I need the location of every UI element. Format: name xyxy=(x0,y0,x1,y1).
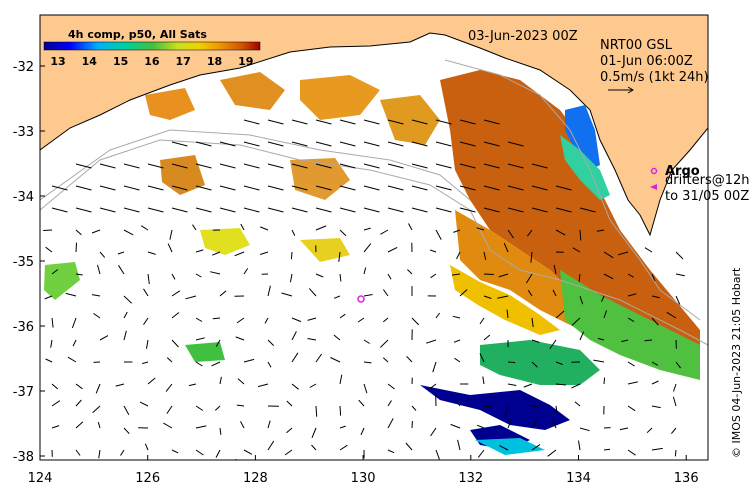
current-vector xyxy=(76,243,77,252)
lat-tick-label: -35 xyxy=(13,255,34,270)
lon-tick-label: 126 xyxy=(135,471,160,486)
lon-tick-label: 128 xyxy=(243,471,268,486)
current-vector xyxy=(675,450,676,456)
lat-tick-label: -38 xyxy=(13,450,34,465)
current-vector xyxy=(213,318,220,319)
current-vector xyxy=(508,362,515,363)
colorbar-tick-label: 17 xyxy=(176,55,191,68)
colorbar-tick-label: 19 xyxy=(238,55,253,68)
lon-tick-label: 136 xyxy=(674,471,699,486)
colorbar-tick-label: 15 xyxy=(113,55,128,68)
current-vector xyxy=(604,378,605,384)
lon-tick-label: 124 xyxy=(28,471,53,486)
colorbar-tick-label: 16 xyxy=(144,55,160,68)
current-scale-label: 0.5m/s (1kt 24h) xyxy=(600,70,709,85)
current-vector xyxy=(43,230,52,231)
lon-tick-label: 132 xyxy=(458,471,483,486)
lat-tick-label: -37 xyxy=(13,385,34,400)
colorbar-tick-label: 18 xyxy=(207,55,222,68)
lon-tick-label: 134 xyxy=(566,471,591,486)
drifters-legend-line1: drifters@12h xyxy=(665,173,750,188)
lat-tick-label: -33 xyxy=(13,125,34,140)
colorbar-tick-label: 13 xyxy=(50,55,65,68)
date-label: 03-Jun-2023 00Z xyxy=(468,29,578,44)
current-vector xyxy=(340,406,341,416)
colorbar-tick-label: 14 xyxy=(82,55,98,68)
current-vector xyxy=(316,406,317,417)
lat-tick-label: -32 xyxy=(13,60,34,75)
current-vector xyxy=(532,406,538,407)
lat-tick-label: -34 xyxy=(13,190,34,205)
drifters-legend-line2: to 31/05 00Z xyxy=(665,189,749,204)
current-vector xyxy=(291,252,292,259)
current-model-label: NRT00 GSL xyxy=(600,38,673,53)
lon-tick-label: 130 xyxy=(351,471,376,486)
lat-tick-label: -36 xyxy=(13,320,34,335)
colorbar-title: 4h comp, p50, All Sats xyxy=(68,28,207,41)
colorbar-gradient xyxy=(44,42,260,50)
current-time-label: 01-Jun 06:00Z xyxy=(600,54,693,69)
current-vector xyxy=(484,274,494,275)
credit-text: © IMOS 04-Jun-2023 21:05 Hobart xyxy=(730,267,743,458)
